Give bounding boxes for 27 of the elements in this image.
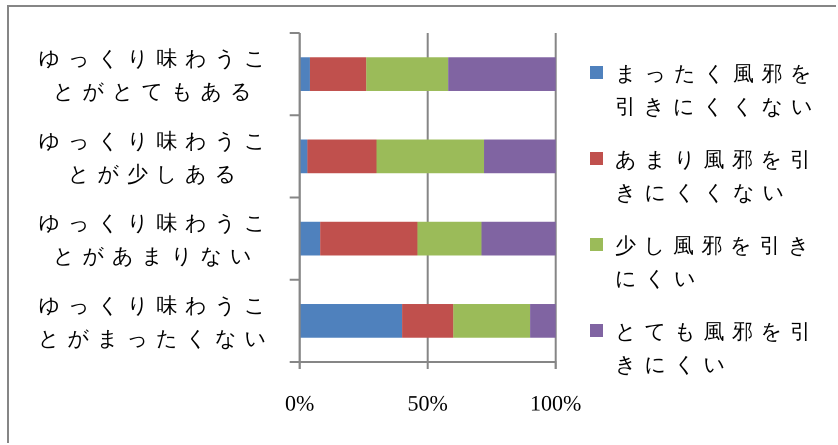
bar bbox=[376, 140, 484, 174]
bar bbox=[453, 304, 530, 338]
legend-label: まったく風邪を引きにくくない bbox=[615, 62, 820, 118]
y-tick-label: ゆっくり味わうことがあまりない bbox=[38, 211, 274, 268]
legend-label: とても風邪を引きにくい bbox=[615, 320, 818, 376]
legend-label: あまり風邪を引きにくくない bbox=[615, 148, 818, 204]
bar bbox=[307, 140, 376, 174]
bar bbox=[300, 57, 310, 91]
bar bbox=[448, 57, 556, 91]
bar bbox=[366, 57, 448, 91]
legend-label: 少し風邪を引きにくい bbox=[615, 234, 818, 290]
y-tick-label: ゆっくり味わうことがとてもある bbox=[38, 46, 274, 104]
x-tick-label: 0% bbox=[285, 390, 314, 416]
bar bbox=[300, 222, 320, 256]
x-tick-label: 100% bbox=[530, 390, 582, 416]
bar bbox=[481, 222, 556, 256]
bar bbox=[484, 140, 556, 174]
bar bbox=[417, 222, 482, 256]
bar bbox=[310, 57, 366, 91]
y-tick-label: ゆっくり味わうことが少しある bbox=[38, 128, 274, 186]
bar bbox=[300, 140, 308, 174]
y-tick-label: ゆっくり味わうことがまったくない bbox=[38, 293, 274, 350]
bar bbox=[530, 304, 556, 338]
bar bbox=[320, 222, 418, 256]
bar bbox=[300, 304, 402, 338]
x-tick-label: 50% bbox=[408, 390, 448, 416]
bar bbox=[402, 304, 454, 338]
